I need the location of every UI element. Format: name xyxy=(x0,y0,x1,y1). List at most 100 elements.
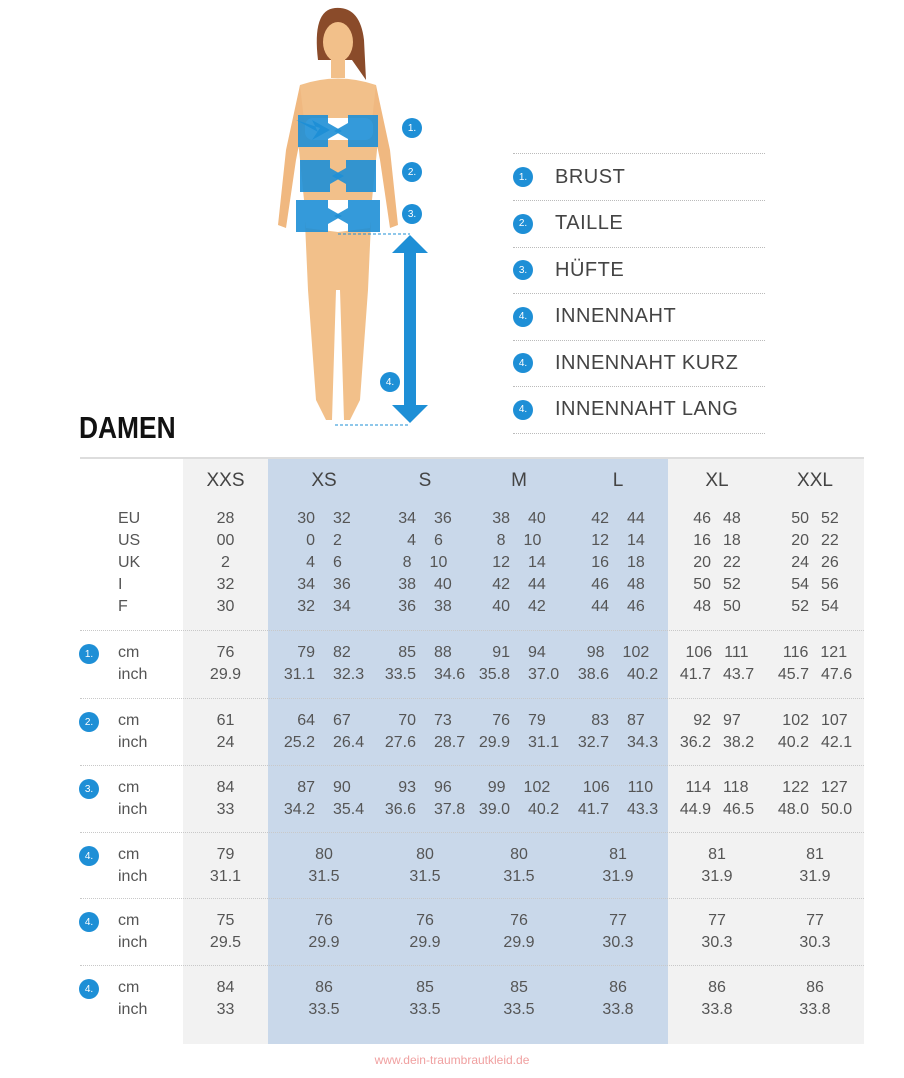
column-background-xxs xyxy=(183,458,268,1044)
table-cell: 33.8 xyxy=(668,1001,766,1019)
measurement-badge: 4. xyxy=(79,979,99,999)
cell-value: 80 xyxy=(510,846,528,863)
size-system-label: US xyxy=(118,532,141,549)
cell-value: 114 xyxy=(685,779,711,796)
cell-value: 32 xyxy=(333,510,351,527)
table-cell: 31.9 xyxy=(568,868,668,886)
table-cell: 00 xyxy=(183,532,268,550)
table-cell: 84 xyxy=(183,779,268,797)
table-cell: 24 26 xyxy=(766,554,864,572)
table-cell: 86 xyxy=(668,979,766,997)
cell-value: 34 xyxy=(297,576,315,593)
table-cell: 77 xyxy=(568,912,668,930)
table-cell: 50 52 xyxy=(766,510,864,528)
row-divider xyxy=(80,832,864,833)
cell-value: 102 xyxy=(622,644,650,661)
legend-badge: 4. xyxy=(513,399,533,420)
cell-value: 37.8 xyxy=(434,801,466,818)
table-cell: 85 xyxy=(380,979,470,997)
cell-value: 77 xyxy=(609,912,627,929)
cell-value: 35.4 xyxy=(333,801,365,818)
cell-value: 8 xyxy=(496,532,506,549)
table-cell: 29.9 xyxy=(470,934,568,952)
unit-label: inch xyxy=(118,868,148,885)
cell-value: 40.2 xyxy=(627,666,659,683)
cell-value: 6 xyxy=(333,554,342,571)
table-cell: 36.6 37.8 xyxy=(380,801,470,819)
cell-value: 33.5 xyxy=(308,1001,340,1018)
table-cell: 76 79 xyxy=(470,712,568,730)
table-cell: 122 127 xyxy=(766,779,864,797)
cell-value: 4 xyxy=(306,554,315,571)
cell-value: 43.3 xyxy=(627,801,659,818)
cell-value: 12 xyxy=(591,532,609,549)
table-cell: 35.8 37.0 xyxy=(470,666,568,684)
table-cell: 52 54 xyxy=(766,598,864,616)
cell-value: 41.7 xyxy=(679,666,711,683)
table-cell: 12 14 xyxy=(568,532,668,550)
cell-value: 86 xyxy=(806,979,824,996)
table-cell: 29.9 xyxy=(183,666,268,684)
table-cell: 33 xyxy=(183,1001,268,1019)
cell-value: 61 xyxy=(216,712,235,729)
cell-value: 2 xyxy=(221,554,230,571)
column-background-xl-xxl xyxy=(668,458,864,1044)
table-cell: 32 34 xyxy=(268,598,380,616)
table-cell: 42 44 xyxy=(470,576,568,594)
cell-value: 22 xyxy=(821,532,839,549)
cell-value: 46.5 xyxy=(723,801,755,818)
cell-value: 54 xyxy=(821,598,839,615)
cell-value: 90 xyxy=(333,779,351,796)
cell-value: 45.7 xyxy=(777,666,809,683)
unit-label: inch xyxy=(118,1001,148,1018)
cell-value: 31.5 xyxy=(308,868,340,885)
figure-badge-3: 3. xyxy=(402,204,422,224)
table-cell: 93 96 xyxy=(380,779,470,797)
size-header-xxs: XXS xyxy=(206,470,245,491)
cell-value: 111 xyxy=(724,644,749,661)
cell-value: 29.9 xyxy=(478,734,510,751)
unit-label: cm xyxy=(118,979,140,996)
cell-value: 93 xyxy=(398,779,416,796)
size-header-s: S xyxy=(418,470,432,491)
cell-value: 110 xyxy=(627,779,654,796)
column-background-highlight xyxy=(268,458,668,1044)
cell-value: 2 xyxy=(333,532,342,549)
cell-value: 64 xyxy=(297,712,315,729)
table-cell: 8 10 xyxy=(380,554,470,572)
cell-value: 50.0 xyxy=(821,801,853,818)
cell-value: 34.6 xyxy=(434,666,466,683)
cell-value: 29.9 xyxy=(308,934,340,951)
cell-value: 20 xyxy=(791,532,809,549)
cell-value: 76 xyxy=(492,712,510,729)
unit-label: cm xyxy=(118,846,140,863)
table-cell: 86 xyxy=(568,979,668,997)
cell-value: 121 xyxy=(820,644,848,661)
unit-label: inch xyxy=(118,734,148,751)
cell-value: 35.8 xyxy=(478,666,510,683)
cell-value: 36 xyxy=(398,598,416,615)
table-cell: 33.5 xyxy=(268,1001,380,1019)
table-cell: 76 xyxy=(470,912,568,930)
cell-value: 8 xyxy=(402,554,412,571)
size-header-xs: XS xyxy=(311,470,337,491)
cell-value: 32 xyxy=(297,598,315,615)
cell-value: 42 xyxy=(591,510,609,527)
table-cell: 25.2 26.4 xyxy=(268,734,380,752)
table-cell: 30.3 xyxy=(668,934,766,952)
cell-value: 38 xyxy=(492,510,510,527)
table-cell: 38 40 xyxy=(470,510,568,528)
table-cell: 36 38 xyxy=(380,598,470,616)
table-cell: 44.9 46.5 xyxy=(668,801,766,819)
cell-value: 33.5 xyxy=(384,666,416,683)
size-system-label: UK xyxy=(118,554,141,571)
size-header-xxl: XXL xyxy=(797,470,833,491)
cell-value: 31.1 xyxy=(209,868,242,885)
cell-value: 30.3 xyxy=(602,934,634,951)
cell-value: 16 xyxy=(591,554,609,571)
cell-value: 33.5 xyxy=(409,1001,441,1018)
cell-value: 00 xyxy=(216,532,235,549)
measurement-badge: 4. xyxy=(79,912,99,932)
table-cell: 81 xyxy=(766,846,864,864)
legend-label: INNENNAHT xyxy=(555,305,677,327)
